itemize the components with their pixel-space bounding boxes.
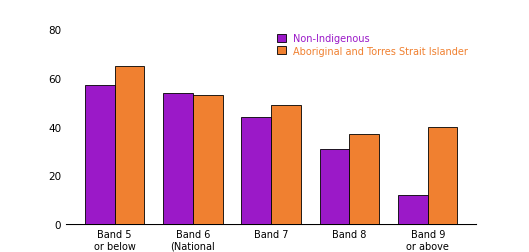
Bar: [320, 149, 350, 224]
Legend: Non-Indigenous, Aboriginal and Torres Strait Islander: Non-Indigenous, Aboriginal and Torres St…: [274, 31, 471, 59]
Bar: [350, 135, 379, 224]
Bar: [241, 117, 271, 224]
Bar: [163, 93, 193, 224]
Bar: [398, 195, 428, 224]
Bar: [85, 86, 114, 224]
Bar: [428, 127, 458, 224]
Bar: [193, 96, 223, 224]
Bar: [114, 67, 144, 224]
Bar: [271, 105, 301, 224]
